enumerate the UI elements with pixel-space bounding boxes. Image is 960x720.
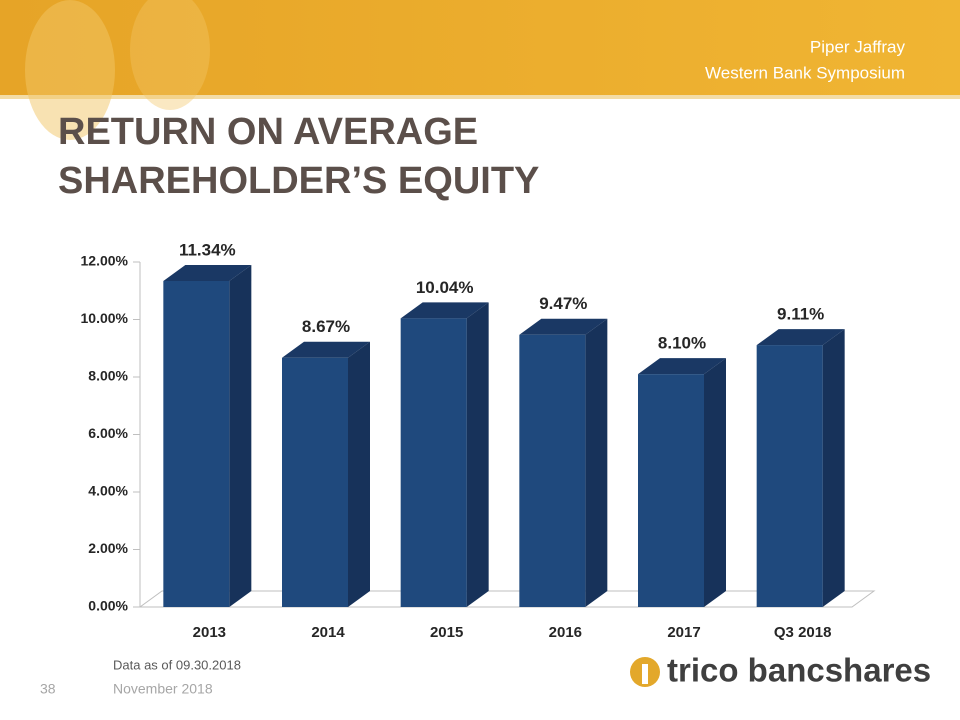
y-tick-label: 2.00% (88, 540, 128, 556)
y-tick-label: 4.00% (88, 483, 128, 499)
bar-top (756, 329, 845, 346)
x-tick-label: Q3 2018 (774, 624, 832, 641)
bar-side (585, 318, 608, 607)
bar (282, 357, 348, 607)
y-tick-label: 0.00% (88, 598, 128, 614)
header-line: Western Bank Symposium (705, 63, 905, 82)
bar (400, 318, 467, 607)
footer-date: November 2018 (113, 681, 213, 697)
header-ornament (25, 0, 115, 140)
x-tick-label: 2017 (667, 624, 700, 641)
header-ornament (130, 0, 210, 110)
bar (519, 334, 586, 607)
bar-top (638, 358, 726, 375)
data-label: 10.04% (416, 278, 474, 297)
y-tick-label: 10.00% (81, 310, 129, 326)
slide-title: RETURN ON AVERAGE (58, 111, 478, 153)
bar-side (822, 329, 845, 607)
bar-side (348, 341, 370, 607)
bar-side (704, 358, 726, 607)
bar-top (400, 302, 489, 319)
y-tick-label: 6.00% (88, 425, 128, 441)
bar-top (519, 318, 608, 335)
page-number: 38 (40, 681, 56, 697)
x-tick-label: 2013 (193, 624, 226, 641)
header-rule (0, 95, 960, 99)
data-label: 11.34% (179, 240, 236, 259)
footnote: Data as of 09.30.2018 (113, 657, 241, 672)
data-label: 9.47% (539, 294, 587, 313)
bar (756, 345, 823, 607)
y-tick-label: 8.00% (88, 368, 128, 384)
slide-title: SHAREHOLDER’S EQUITY (58, 160, 539, 202)
bar (638, 374, 704, 607)
data-label: 8.67% (302, 317, 350, 336)
logo-icon (642, 664, 648, 684)
x-tick-label: 2014 (311, 624, 345, 641)
bar-side (466, 302, 489, 607)
y-tick-label: 12.00% (81, 253, 129, 269)
bar-top (282, 341, 370, 358)
bar-top (163, 264, 252, 281)
header-line: Piper Jaffray (810, 37, 906, 56)
x-tick-label: 2015 (430, 624, 463, 641)
bar-side (229, 264, 252, 607)
logo-text: trico bancshares (667, 652, 931, 689)
x-tick-label: 2016 (549, 624, 582, 641)
chart: 0.00% 2.00% 4.00% 6.00% 8.00% 10.00% 12.00% 201… (81, 240, 876, 641)
data-label: 8.10% (658, 334, 706, 353)
bar (163, 280, 230, 607)
header-band (0, 0, 960, 95)
data-label: 9.11% (777, 305, 824, 324)
